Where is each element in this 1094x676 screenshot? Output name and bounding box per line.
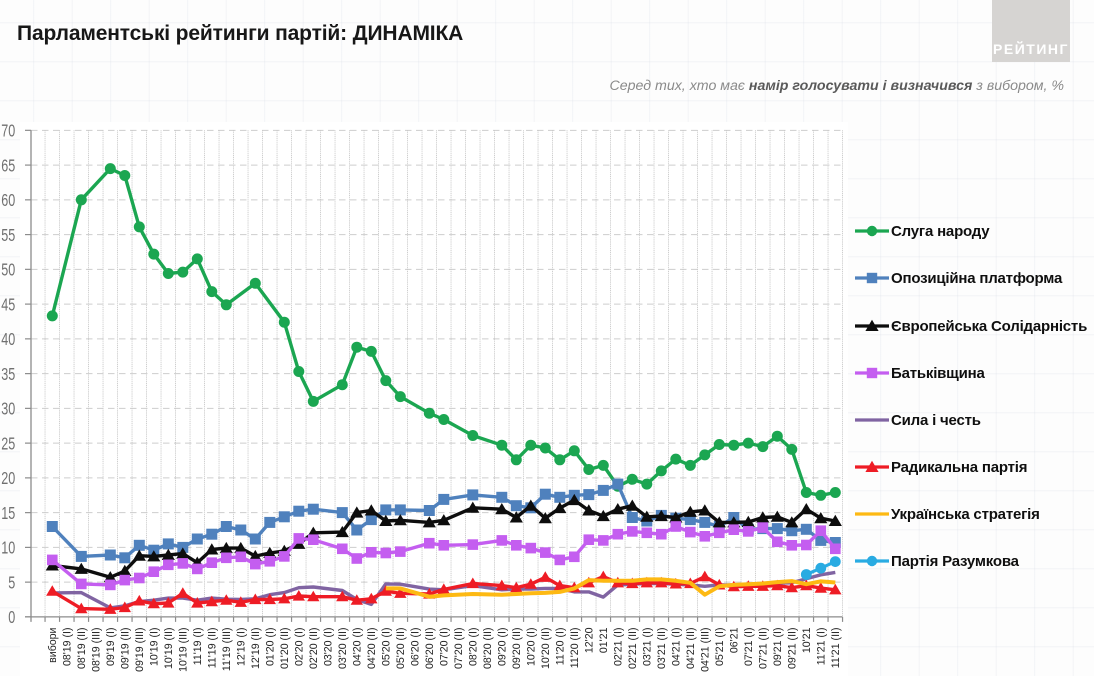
svg-text:30: 30	[1, 400, 15, 420]
svg-text:01'20 (II): 01'20 (II)	[279, 628, 291, 669]
svg-text:10'20 (I): 10'20 (I)	[526, 628, 538, 667]
svg-text:10'19 (III): 10'19 (III)	[178, 628, 190, 672]
svg-text:03'20 (II): 03'20 (II)	[337, 628, 349, 669]
svg-text:06'20 (I): 06'20 (I)	[410, 628, 422, 667]
svg-text:5: 5	[8, 573, 15, 593]
svg-text:08'19 (I): 08'19 (I)	[62, 628, 74, 667]
svg-text:01'20 (I): 01'20 (I)	[265, 628, 277, 667]
svg-text:10'19 (II): 10'19 (II)	[163, 628, 175, 669]
svg-text:12'20: 12'20	[584, 627, 596, 653]
svg-text:03'21 (I): 03'21 (I)	[642, 628, 654, 667]
svg-text:09'19 (III): 09'19 (III)	[134, 628, 146, 672]
svg-text:11'21 (II): 11'21 (II)	[830, 628, 842, 669]
svg-text:05'20 (II): 05'20 (II)	[395, 628, 407, 669]
svg-text:09'19 (I): 09'19 (I)	[105, 628, 117, 667]
svg-text:12'19 (I): 12'19 (I)	[236, 628, 248, 667]
svg-text:09'21 (II): 09'21 (II)	[787, 628, 799, 669]
svg-text:08'19 (II): 08'19 (II)	[76, 628, 88, 669]
svg-text:10'20 (II): 10'20 (II)	[540, 628, 552, 669]
svg-text:09'20 (II): 09'20 (II)	[511, 628, 523, 669]
svg-text:02'21 (II): 02'21 (II)	[627, 628, 639, 669]
svg-text:08'19 (III): 08'19 (III)	[91, 628, 103, 672]
svg-text:02'20 (I): 02'20 (I)	[294, 628, 306, 667]
svg-text:04'21 (III): 04'21 (III)	[700, 628, 712, 672]
svg-text:05'20 (I): 05'20 (I)	[381, 628, 393, 667]
svg-text:04'21 (II): 04'21 (II)	[685, 628, 697, 669]
svg-text:09'21 (I): 09'21 (I)	[772, 628, 784, 667]
svg-text:25: 25	[1, 434, 15, 454]
svg-text:04'21 (I): 04'21 (I)	[671, 628, 683, 667]
svg-text:15: 15	[1, 504, 15, 524]
svg-text:08'20 (I): 08'20 (I)	[468, 628, 480, 667]
svg-text:11'21 (I): 11'21 (I)	[816, 628, 828, 666]
svg-text:40: 40	[1, 330, 15, 350]
svg-text:20: 20	[1, 469, 15, 489]
svg-text:11'20 (I): 11'20 (I)	[555, 628, 567, 666]
svg-text:01'21: 01'21	[598, 627, 610, 653]
svg-text:07'20 (II): 07'20 (II)	[453, 628, 465, 669]
svg-text:11'19 (II): 11'19 (II)	[207, 628, 219, 669]
svg-text:11'19 (III): 11'19 (III)	[221, 628, 233, 672]
svg-text:02'20 (II): 02'20 (II)	[308, 628, 320, 669]
svg-text:08'20 (II): 08'20 (II)	[482, 628, 494, 669]
svg-text:10'19 (I): 10'19 (I)	[149, 628, 161, 667]
svg-text:03'21 (II): 03'21 (II)	[656, 628, 668, 669]
svg-text:09'20 (I): 09'20 (I)	[497, 628, 509, 667]
svg-text:55: 55	[1, 226, 15, 246]
svg-text:45: 45	[1, 295, 15, 315]
svg-text:35: 35	[1, 365, 15, 385]
svg-text:11'20 (II): 11'20 (II)	[569, 628, 581, 669]
svg-text:12'19 (II): 12'19 (II)	[250, 628, 262, 669]
svg-text:07'21 (II): 07'21 (II)	[758, 628, 770, 669]
svg-text:03'20 (I): 03'20 (I)	[323, 628, 335, 667]
svg-text:10: 10	[1, 539, 15, 559]
svg-text:0: 0	[8, 608, 15, 628]
svg-text:60: 60	[1, 191, 15, 211]
svg-text:11'19 (I): 11'19 (I)	[192, 628, 204, 666]
svg-text:07'21 (I): 07'21 (I)	[743, 628, 755, 667]
svg-text:05'21 (I): 05'21 (I)	[714, 628, 726, 667]
svg-text:04'20 (II): 04'20 (II)	[366, 628, 378, 669]
svg-text:70: 70	[1, 122, 15, 142]
svg-text:вибори: вибори	[47, 627, 59, 662]
svg-text:06'20 (II): 06'20 (II)	[424, 628, 436, 669]
svg-text:09'19 (II): 09'19 (II)	[120, 628, 132, 669]
svg-text:65: 65	[1, 156, 15, 176]
svg-text:06'21: 06'21	[729, 627, 741, 653]
svg-text:07'20 (I): 07'20 (I)	[439, 628, 451, 667]
svg-text:50: 50	[1, 261, 15, 281]
svg-text:02'21 (I): 02'21 (I)	[613, 628, 625, 667]
svg-text:10'21: 10'21	[801, 627, 813, 653]
svg-text:04'20 (I): 04'20 (I)	[352, 628, 364, 667]
